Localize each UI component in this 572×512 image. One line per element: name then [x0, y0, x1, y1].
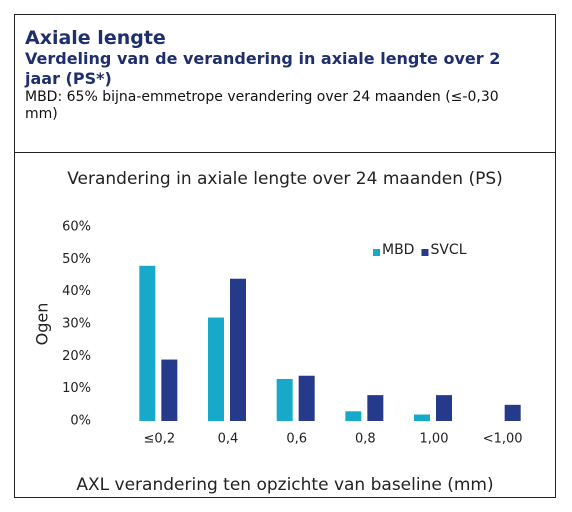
- x-tick-label: 1,00: [420, 432, 449, 447]
- chart-title: Verandering in axiale lengte over 24 maa…: [67, 169, 503, 189]
- y-tick-label: 30%: [62, 317, 91, 332]
- y-tick-label: 60%: [62, 220, 91, 235]
- x-tick-label: 0,4: [218, 432, 239, 447]
- bar: [298, 375, 315, 421]
- y-tick-label: 40%: [62, 284, 91, 299]
- x-axis-label: AXL verandering ten opzichte van baselin…: [76, 475, 493, 495]
- legend-label: MBD: [382, 242, 414, 258]
- bar: [139, 265, 156, 421]
- x-tick-label: 0,8: [355, 432, 376, 447]
- note: MBD: 65% bijna-emmetrope verandering ove…: [25, 89, 499, 122]
- legend-swatch: [373, 249, 380, 256]
- panel: Axiale lengte Verdeling van de veranderi…: [14, 14, 556, 498]
- bar: [414, 414, 430, 421]
- bar: [230, 278, 246, 421]
- y-tick-label: 0%: [70, 414, 91, 429]
- bar: [276, 378, 293, 421]
- header: Axiale lengte Verdeling van de veranderi…: [15, 15, 555, 153]
- subtitle: Verdeling van de verandering in axiale l…: [25, 49, 501, 88]
- chart: Verandering in axiale lengte over 24 maa…: [33, 169, 523, 495]
- legend-label: SVCL: [430, 242, 466, 258]
- legend-swatch: [421, 249, 429, 256]
- x-tick-label: 0,6: [286, 432, 307, 447]
- bar: [436, 395, 452, 421]
- bar: [345, 411, 362, 421]
- x-tick-label: <1,00: [483, 432, 523, 447]
- x-tick-label: ≤0,2: [144, 432, 176, 447]
- y-axis-label: Ogen: [33, 303, 52, 346]
- bar: [208, 317, 224, 421]
- y-tick-label: 50%: [62, 252, 91, 267]
- y-tick-label: 20%: [62, 349, 91, 364]
- bar: [367, 395, 384, 421]
- bar: [504, 404, 521, 421]
- y-tick-label: 10%: [62, 381, 91, 396]
- bar: [161, 359, 178, 421]
- title: Axiale lengte: [25, 27, 166, 49]
